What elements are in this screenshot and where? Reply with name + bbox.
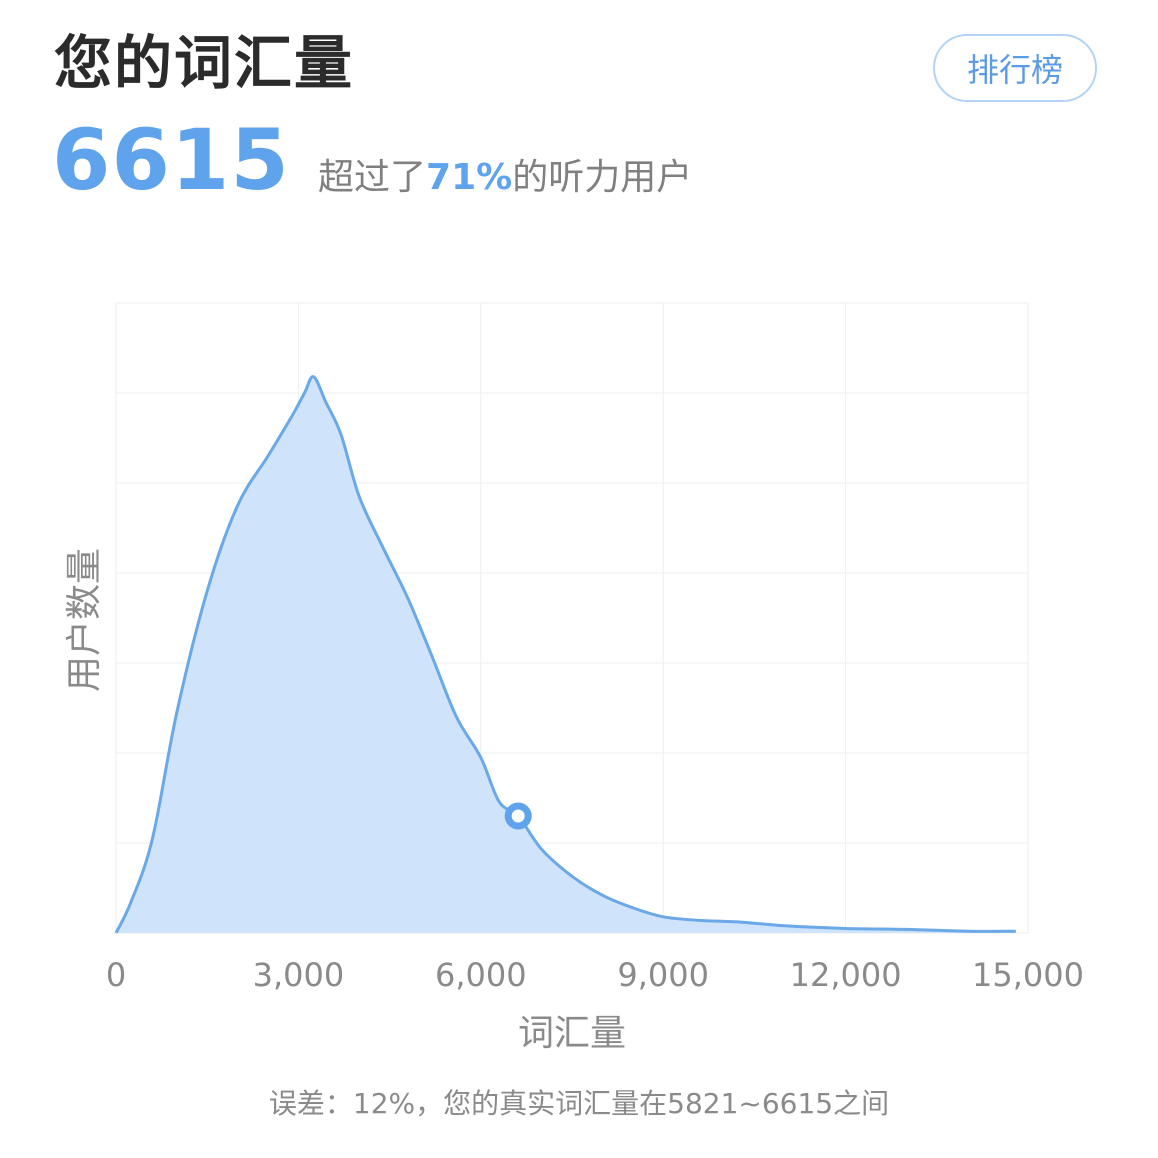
x-tick-label: 9,000: [617, 956, 709, 994]
x-tick-label: 12,000: [790, 956, 902, 994]
x-tick-label: 3,000: [253, 956, 345, 994]
y-axis-label: 用户数量: [64, 548, 105, 692]
summary-prefix: 超过了: [318, 157, 427, 198]
x-tick-label: 6,000: [435, 956, 527, 994]
x-tick-label: 15,000: [972, 956, 1084, 994]
summary-suffix: 的听力用户: [512, 157, 693, 198]
user-position-marker: [504, 802, 532, 830]
summary-percent: 71%: [426, 157, 513, 198]
distribution-line: [114, 375, 1016, 934]
x-axis-ticks: 0 3,000 6,000 9,000 12,000 15,000: [106, 956, 1084, 994]
percentile-summary: 超过了71%的听力用户: [318, 160, 692, 196]
page-title: 您的词汇量: [54, 29, 355, 97]
x-axis-label: 词汇量: [518, 1013, 626, 1054]
error-footnote: 误差：12%，您的真实词汇量在5821~6615之间: [268, 1087, 890, 1120]
vocabulary-score: 6615: [52, 111, 290, 209]
x-tick-label: 0: [106, 956, 126, 994]
distribution-area: [116, 376, 1016, 933]
leaderboard-button[interactable]: 排行榜: [933, 34, 1097, 102]
